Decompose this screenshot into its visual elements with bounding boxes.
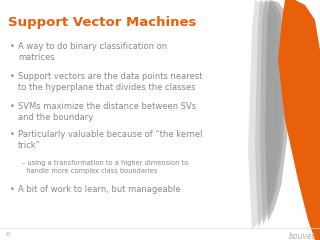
Text: Particularly valuable because of “the kernel
trick”: Particularly valuable because of “the ke…: [18, 130, 203, 150]
Polygon shape: [265, 0, 290, 222]
Text: SVMs maximize the distance between SVs
and the boundary: SVMs maximize the distance between SVs a…: [18, 102, 196, 122]
Text: A bit of work to learn, but manageable: A bit of work to learn, but manageable: [18, 185, 180, 194]
Text: •: •: [10, 72, 15, 81]
Text: 42: 42: [5, 232, 12, 237]
Polygon shape: [248, 0, 278, 230]
Text: •: •: [10, 102, 15, 111]
Text: Support Vector Machines: Support Vector Machines: [8, 16, 196, 29]
Polygon shape: [278, 0, 320, 240]
Polygon shape: [260, 0, 286, 225]
Text: A way to do binary classification on
matrices: A way to do binary classification on mat…: [18, 42, 167, 62]
Text: •: •: [10, 42, 15, 51]
Text: – using a transformation to a higher dimension to
  handle more complex class bo: – using a transformation to a higher dim…: [22, 160, 188, 174]
Text: •: •: [10, 130, 15, 139]
Text: •: •: [10, 185, 15, 194]
Polygon shape: [255, 0, 283, 228]
Text: bouvet: bouvet: [288, 232, 315, 240]
Text: Support vectors are the data points nearest
to the hyperplane that divides the c: Support vectors are the data points near…: [18, 72, 203, 92]
